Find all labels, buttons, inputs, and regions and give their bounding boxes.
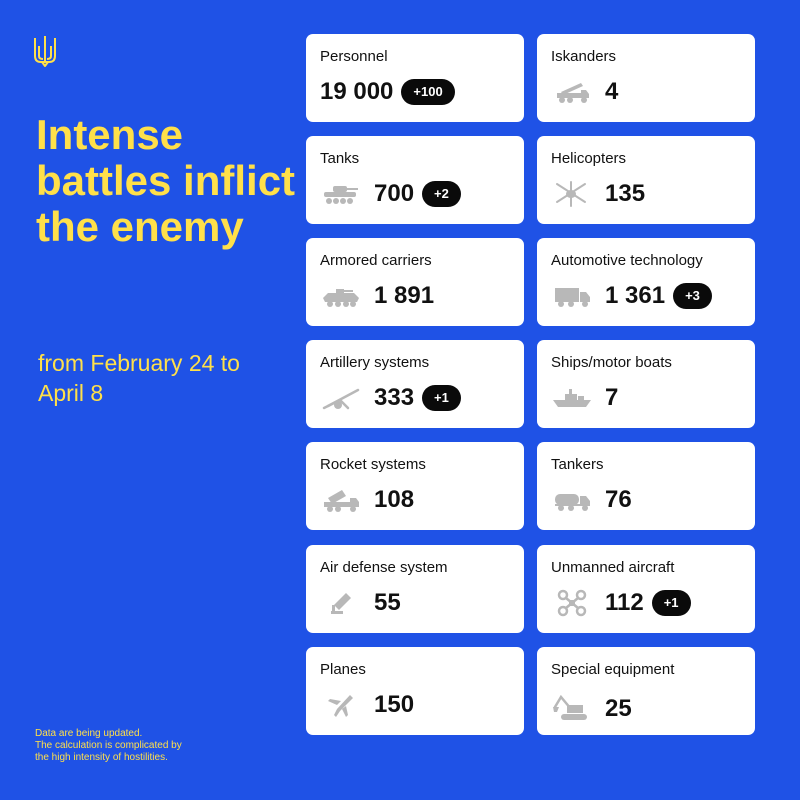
card-value: 76 bbox=[605, 486, 632, 513]
headline: Intense battles inflict the enemy bbox=[36, 111, 296, 250]
missile-launcher-icon bbox=[557, 83, 589, 103]
card-value: 4 bbox=[605, 78, 619, 105]
card-value: 150 bbox=[374, 691, 415, 718]
card-label: Automotive technology bbox=[551, 252, 703, 269]
card-label: Helicopters bbox=[551, 150, 627, 167]
card-label: Iskanders bbox=[551, 48, 617, 65]
tank-icon bbox=[324, 186, 358, 204]
footnote: Data are being updated. The calculation … bbox=[35, 728, 275, 764]
card-label: Unmanned aircraft bbox=[551, 559, 675, 576]
card-value: 55 bbox=[374, 589, 401, 616]
card-value: 1 891 bbox=[374, 282, 435, 309]
card-iskanders: Iskanders 4 bbox=[537, 34, 755, 122]
rocket-launcher-icon bbox=[324, 490, 359, 512]
card-label: Planes bbox=[320, 661, 366, 678]
card-personnel: Personnel 19 000 +100 bbox=[306, 34, 524, 122]
delta-badge: +2 bbox=[422, 181, 461, 207]
card-rocket-systems: Rocket systems 108 bbox=[306, 442, 524, 530]
card-label: Special equipment bbox=[551, 661, 675, 678]
truck-icon bbox=[555, 288, 590, 307]
delta-badge: +1 bbox=[651, 590, 691, 616]
card-unmanned-aircraft: Unmanned aircraft 112 +1 bbox=[537, 545, 755, 633]
footnote-line: the high intensity of hostilities. bbox=[35, 752, 168, 763]
card-value: 1 361 bbox=[605, 282, 666, 309]
air-defense-icon bbox=[331, 593, 351, 614]
card-value: 108 bbox=[374, 486, 415, 513]
footnote-line: Data are being updated. bbox=[35, 728, 143, 739]
card-value: 333 bbox=[374, 384, 415, 411]
delta-badge: +100 bbox=[401, 79, 455, 105]
delta-badge: +1 bbox=[422, 385, 461, 411]
card-label: Tanks bbox=[320, 150, 360, 167]
helicopter-icon bbox=[556, 181, 586, 207]
card-label: Personnel bbox=[320, 48, 388, 65]
card-label: Air defense system bbox=[320, 559, 448, 576]
footnote-line: The calculation is complicated by bbox=[35, 740, 182, 751]
card-ships: Ships/motor boats 7 bbox=[537, 340, 755, 428]
card-value: 19 000 bbox=[320, 78, 394, 105]
card-air-defense: Air defense system 55 bbox=[306, 545, 524, 633]
delta-badge: +3 bbox=[673, 283, 712, 309]
trident-icon bbox=[34, 36, 56, 67]
card-value: 7 bbox=[605, 384, 619, 411]
card-tankers: Tankers 76 bbox=[537, 442, 755, 530]
drone-icon bbox=[557, 589, 587, 617]
card-armored-carriers: Armored carriers 1 891 bbox=[306, 238, 524, 326]
card-label: Tankers bbox=[551, 456, 604, 473]
card-label: Rocket systems bbox=[320, 456, 426, 473]
card-value: 135 bbox=[605, 180, 646, 207]
ship-icon bbox=[553, 389, 591, 407]
card-value: 25 bbox=[605, 695, 632, 722]
excavator-icon bbox=[553, 695, 587, 720]
period-text: from February 24 to April 8 bbox=[38, 350, 240, 406]
armored-carrier-icon bbox=[323, 289, 359, 307]
card-label: Artillery systems bbox=[320, 354, 430, 371]
card-value: 112 bbox=[605, 589, 644, 616]
card-special-equipment: Special equipment 25 bbox=[537, 647, 755, 735]
card-helicopters: Helicopters 135 bbox=[537, 136, 755, 224]
artillery-icon bbox=[322, 388, 360, 410]
card-label: Ships/motor boats bbox=[551, 354, 672, 371]
card-artillery: Artillery systems 333 +1 bbox=[306, 340, 524, 428]
card-value: 700 bbox=[374, 180, 415, 207]
plane-icon bbox=[328, 695, 353, 717]
card-planes: Planes 150 bbox=[306, 647, 524, 735]
card-tanks: Tanks 700 +2 bbox=[306, 136, 524, 224]
card-label: Armored carriers bbox=[320, 252, 432, 269]
card-automotive: Automotive technology 1 361 +3 bbox=[537, 238, 755, 326]
tanker-truck-icon bbox=[555, 494, 590, 511]
